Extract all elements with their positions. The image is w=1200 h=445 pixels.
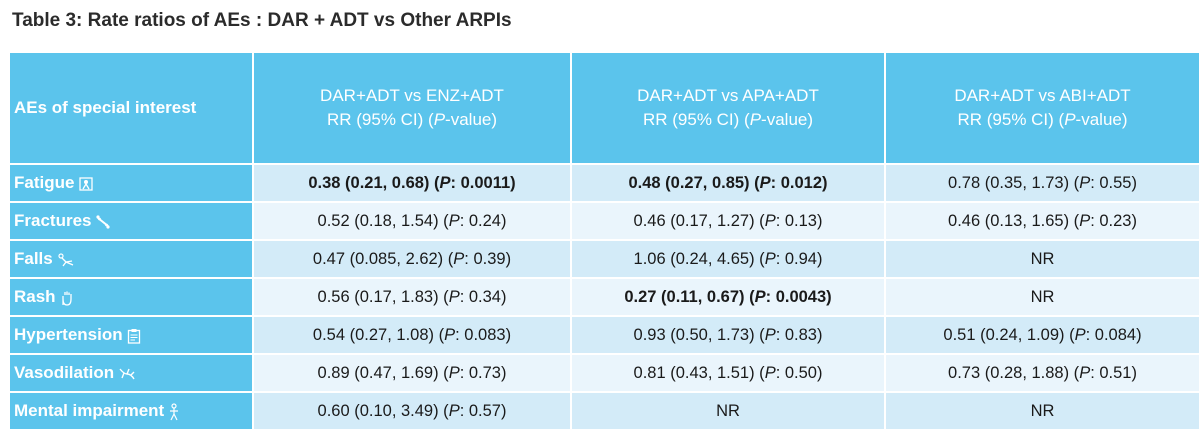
table-row: Hypertension 0.54 (0.27, 1.08) (P: 0.083)… <box>10 316 1200 355</box>
row-label-text: Fatigue <box>14 173 75 192</box>
cell-abi: NR <box>885 240 1200 279</box>
cell-abi: 0.46 (0.13, 1.65) (P: 0.23) <box>885 202 1200 241</box>
cell-enz: 0.47 (0.085, 2.62) (P: 0.39) <box>253 240 572 279</box>
bone-icon <box>95 213 111 230</box>
cell-apa: NR <box>571 392 886 431</box>
header-abi-line1: DAR+ADT vs ABI+ADT <box>954 86 1131 105</box>
header-enz-line1: DAR+ADT vs ENZ+ADT <box>320 86 504 105</box>
table-row: Falls 0.47 (0.085, 2.62) (P: 0.39) 1.06 (0… <box>10 240 1200 279</box>
cell-apa: 0.46 (0.17, 1.27) (P: 0.13) <box>571 202 886 241</box>
header-ae-label: AEs of special interest <box>10 53 254 165</box>
header-abi: DAR+ADT vs ABI+ADT RR (95% CI) (P-value) <box>885 53 1200 165</box>
cell-abi: NR <box>885 392 1200 431</box>
cell-abi: 0.78 (0.35, 1.73) (P: 0.55) <box>885 164 1200 203</box>
row-label: Mental impairment <box>10 392 254 431</box>
cell-enz: 0.52 (0.18, 1.54) (P: 0.24) <box>253 202 572 241</box>
table-row: Fatigue 0.38 (0.21, 0.68) (P: 0.0011) 0.48… <box>10 164 1200 203</box>
row-label-text: Mental impairment <box>14 401 165 420</box>
cell-apa: 1.06 (0.24, 4.65) (P: 0.94) <box>571 240 886 279</box>
header-enz: DAR+ADT vs ENZ+ADT RR (95% CI) (P-value) <box>253 53 572 165</box>
cell-enz: 0.54 (0.27, 1.08) (P: 0.083) <box>253 316 572 355</box>
person-icon <box>168 402 180 421</box>
header-enz-line2: RR (95% CI) (P-value) <box>326 110 498 129</box>
table-row: Vasodilation 0.89 (0.47, 1.69) (P: 0.73) 0… <box>10 354 1200 393</box>
cell-abi: 0.51 (0.24, 1.09) (P: 0.084) <box>885 316 1200 355</box>
row-label: Fractures <box>10 202 254 241</box>
table-row: Rash 0.56 (0.17, 1.83) (P: 0.34) 0.27 (0.1… <box>10 278 1200 317</box>
row-label-text: Hypertension <box>14 325 123 344</box>
cell-enz: 0.38 (0.21, 0.68) (P: 0.0011) <box>253 164 572 203</box>
table-row: Fractures 0.52 (0.18, 1.54) (P: 0.24) 0.46… <box>10 202 1200 241</box>
row-label: Hypertension <box>10 316 254 355</box>
table-title: Table 3: Rate ratios of AEs : DAR + ADT … <box>12 10 512 31</box>
row-label-text: Rash <box>14 287 56 306</box>
fatigue-icon <box>78 175 94 192</box>
cell-enz: 0.89 (0.47, 1.69) (P: 0.73) <box>253 354 572 393</box>
row-label-text: Fractures <box>14 211 92 230</box>
header-abi-line2: RR (95% CI) (P-value) <box>957 110 1128 129</box>
row-label-text: Vasodilation <box>14 363 115 382</box>
table-row: Mental impairment 0.60 (0.10, 3.49) (P: 0… <box>10 392 1200 431</box>
clipboard-icon <box>127 327 141 344</box>
row-label: Fatigue <box>10 164 254 203</box>
header-row: AEs of special interest DAR+ADT vs ENZ+A… <box>10 53 1200 165</box>
cell-enz: 0.56 (0.17, 1.83) (P: 0.34) <box>253 278 572 317</box>
header-apa-line1: DAR+ADT vs APA+ADT <box>637 86 819 105</box>
cell-apa: 0.48 (0.27, 0.85) (P: 0.012) <box>571 164 886 203</box>
cell-apa: 0.93 (0.50, 1.73) (P: 0.83) <box>571 316 886 355</box>
row-label: Rash <box>10 278 254 317</box>
cell-abi: 0.73 (0.28, 1.88) (P: 0.51) <box>885 354 1200 393</box>
header-apa: DAR+ADT vs APA+ADT RR (95% CI) (P-value) <box>571 53 886 165</box>
cell-abi: NR <box>885 278 1200 317</box>
row-label: Vasodilation <box>10 354 254 393</box>
hand-icon <box>60 289 74 306</box>
cell-enz: 0.60 (0.10, 3.49) (P: 0.57) <box>253 392 572 431</box>
header-apa-line2: RR (95% CI) (P-value) <box>642 110 814 129</box>
row-label-text: Falls <box>14 249 53 268</box>
rate-ratio-table: AEs of special interest DAR+ADT vs ENZ+A… <box>10 53 1200 431</box>
fall-icon <box>57 251 75 268</box>
cell-apa: 0.27 (0.11, 0.67) (P: 0.0043) <box>571 278 886 317</box>
row-label: Falls <box>10 240 254 279</box>
cell-apa: 0.81 (0.43, 1.51) (P: 0.50) <box>571 354 886 393</box>
vessel-icon <box>118 365 136 382</box>
